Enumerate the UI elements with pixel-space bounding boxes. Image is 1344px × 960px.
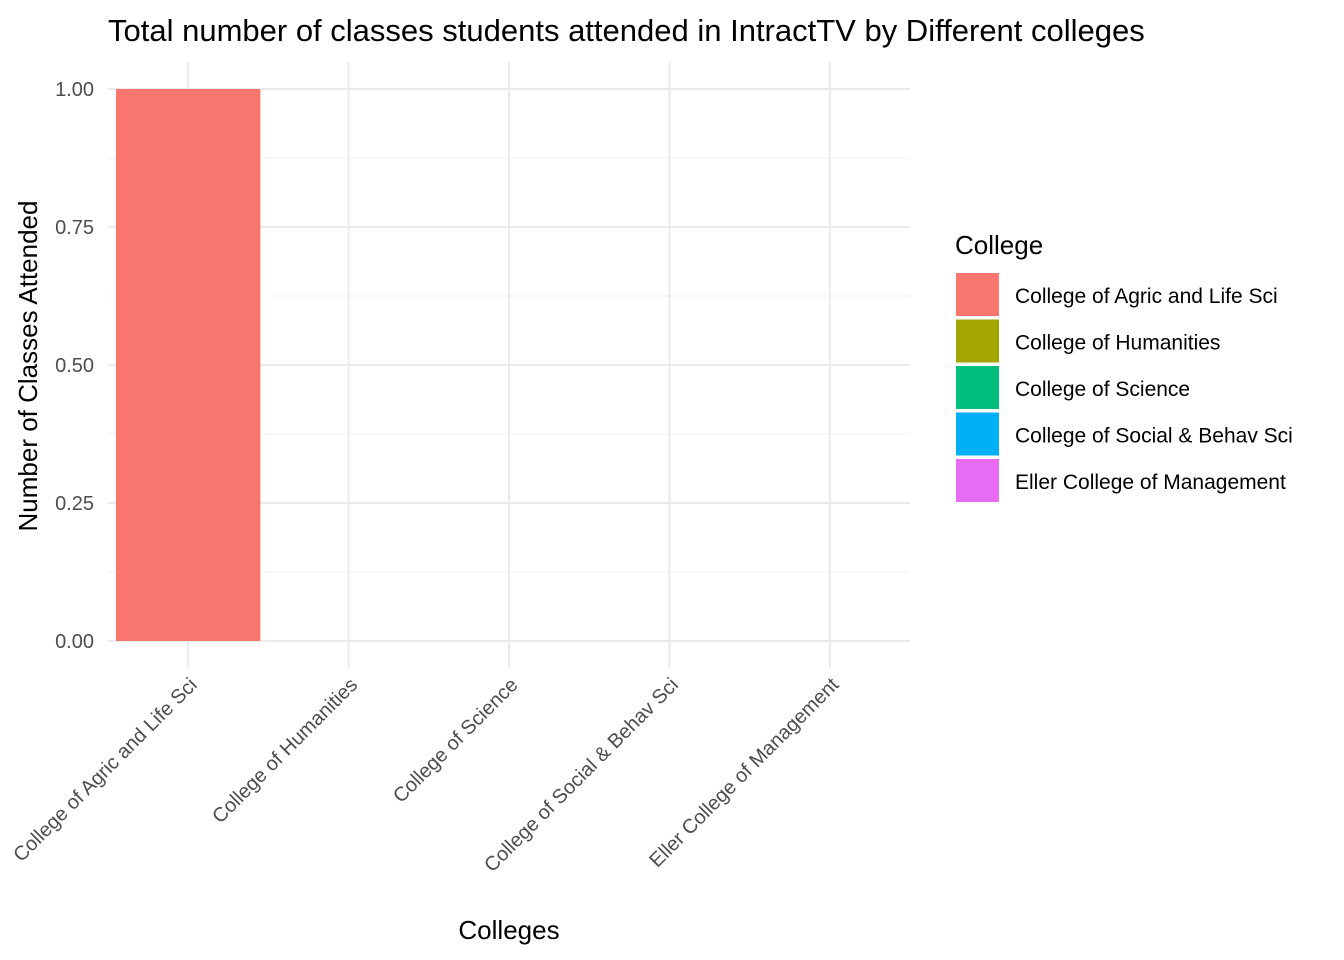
legend-swatch (956, 412, 999, 456)
chart-title: Total number of classes students attende… (108, 13, 1145, 48)
x-axis-ticks: College of Agric and Life Sci College of … (9, 674, 843, 877)
legend-label: Eller College of Management (1015, 471, 1286, 494)
legend-label: College of Science (1015, 378, 1190, 401)
x-tick-label: College of Humanities (208, 674, 362, 828)
legend-swatch (956, 319, 999, 363)
y-tick-label: 0.75 (55, 217, 94, 239)
legend-swatch (956, 273, 999, 316)
x-axis-title: Colleges (458, 915, 559, 945)
legend-label: College of Social & Behav Sci (1015, 425, 1293, 448)
x-tick-label: College of Science (389, 674, 522, 807)
y-tick-label: 0.25 (55, 493, 94, 515)
y-axis-ticks: 0.00 0.25 0.50 0.75 1.00 (55, 79, 94, 653)
y-tick-label: 0.00 (55, 631, 94, 653)
x-tick-label: College of Social & Behav Sci (480, 674, 683, 877)
legend: College College of Agric and Life Sci Col… (955, 230, 1293, 502)
legend-title: College (955, 230, 1043, 260)
bars (116, 89, 261, 641)
y-tick-label: 1.00 (55, 79, 94, 101)
legend-swatch (956, 459, 999, 502)
y-axis-title: Number of Classes Attended (13, 201, 43, 532)
legend-label: College of Humanities (1015, 332, 1220, 355)
legend-swatch (956, 366, 999, 409)
x-tick-label: Eller College of Management (645, 674, 843, 872)
x-tick-label: College of Agric and Life Sci (9, 674, 201, 866)
legend-label: College of Agric and Life Sci (1015, 285, 1278, 308)
bar (116, 89, 261, 641)
y-tick-label: 0.50 (55, 355, 94, 377)
